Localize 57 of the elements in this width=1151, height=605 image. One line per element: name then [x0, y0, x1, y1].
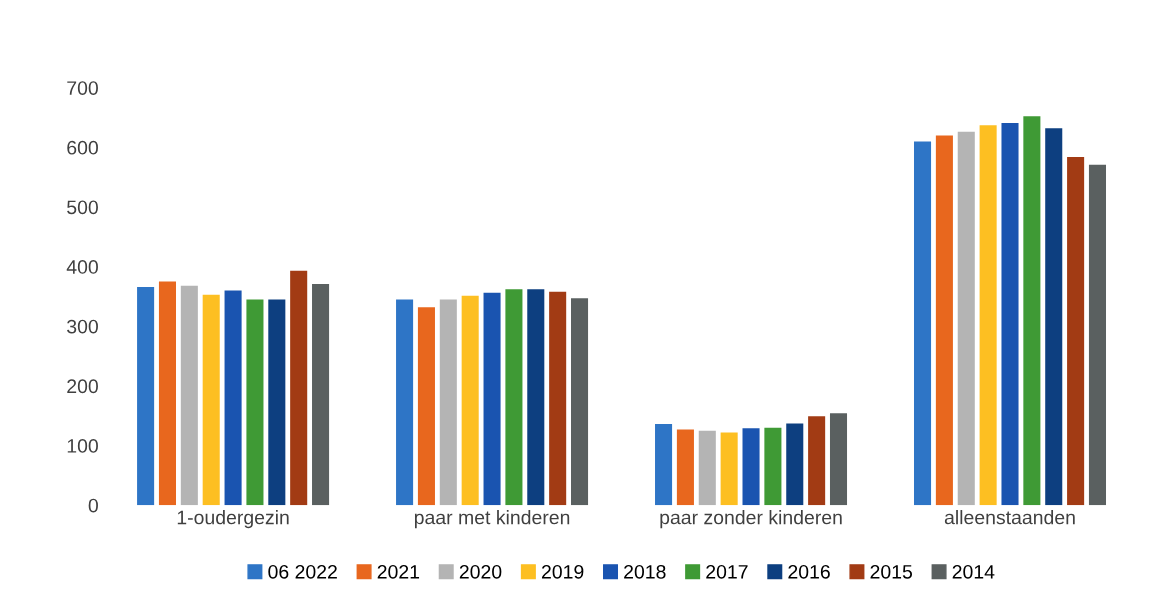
bar	[655, 424, 673, 506]
legend-label: 2018	[624, 564, 666, 579]
bar	[312, 283, 330, 506]
y-tick-label: 500	[67, 200, 98, 215]
y-tick-label: 600	[67, 140, 98, 155]
bar	[549, 291, 567, 506]
bar	[158, 281, 176, 506]
x-tick-label: 1-oudergezin	[177, 510, 289, 529]
bar	[829, 413, 848, 506]
bar	[268, 299, 286, 506]
bar	[742, 428, 760, 506]
legend-label: 2014	[952, 564, 995, 579]
bar	[1023, 116, 1041, 506]
legend-label: 2016	[788, 564, 830, 579]
bar	[439, 299, 457, 506]
bar	[246, 299, 264, 506]
bar	[571, 298, 589, 506]
x-tick-label: paar met kinderen	[414, 510, 570, 529]
bar	[396, 299, 414, 506]
bar	[505, 289, 523, 506]
bar	[417, 307, 435, 506]
bar	[957, 131, 975, 506]
bar	[1045, 128, 1063, 506]
x-tick-label: alleenstaanden	[944, 510, 1075, 525]
bar	[720, 432, 738, 506]
x-tick-label: paar zonder kinderen	[660, 510, 842, 529]
bar	[202, 294, 220, 506]
legend-label: 2019	[541, 564, 584, 579]
bar	[1001, 122, 1019, 506]
y-tick-label: 100	[67, 439, 98, 453]
y-tick-label: 300	[67, 319, 98, 334]
bar	[137, 286, 155, 506]
legend-label: 2015	[870, 564, 913, 579]
y-tick-label: 400	[66, 260, 98, 274]
bar	[527, 289, 545, 506]
y-tick-label: 0	[88, 498, 98, 513]
bar	[290, 270, 308, 506]
bar	[935, 135, 953, 506]
bar	[764, 427, 782, 506]
legend-label: 06 2022	[268, 564, 337, 579]
legend-label: 2021	[377, 564, 420, 579]
bar	[979, 125, 997, 506]
bar	[914, 141, 932, 506]
bar	[786, 423, 804, 506]
y-tick-label: 200	[67, 379, 98, 394]
y-tick-label: 700	[67, 81, 98, 95]
bar	[180, 285, 198, 506]
bar	[224, 290, 242, 506]
bar	[698, 430, 716, 506]
legend-label: 2017	[706, 564, 748, 579]
bar	[808, 416, 826, 506]
legend-label: 2020	[459, 564, 502, 579]
bar	[1088, 164, 1107, 506]
bar	[676, 429, 694, 506]
bar	[1067, 156, 1085, 506]
bar	[483, 292, 501, 506]
bar	[461, 295, 479, 506]
